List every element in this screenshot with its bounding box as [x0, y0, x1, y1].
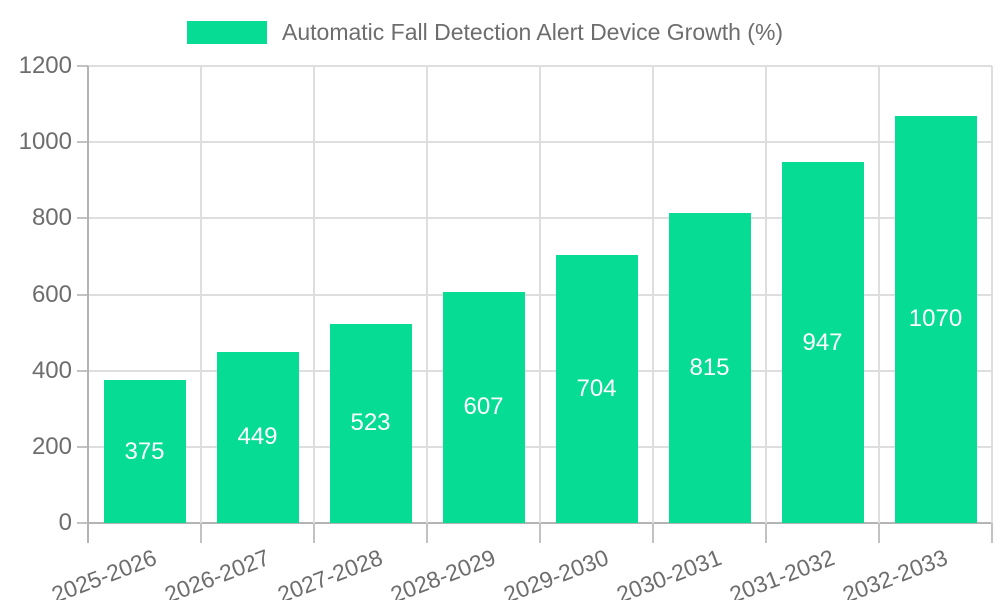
bar: 375: [103, 380, 186, 523]
gridline-vertical: [765, 66, 767, 523]
bar-value-label: 607: [463, 393, 504, 421]
x-axis-tick: [765, 523, 767, 543]
x-axis-tick: [652, 523, 654, 543]
y-axis-tick-label: 200: [31, 432, 72, 460]
gridline-vertical: [313, 66, 315, 523]
x-axis-tick: [991, 523, 993, 543]
y-axis-tick-label: 1200: [18, 52, 72, 79]
x-axis-tick-label: 2026-2027: [160, 544, 273, 600]
x-axis-tick-label: 2025-2026: [47, 544, 160, 600]
y-axis-line: [87, 66, 89, 543]
legend-label: Automatic Fall Detection Alert Device Gr…: [282, 19, 784, 45]
x-axis-tick-label: 2028-2029: [386, 544, 499, 600]
y-axis-tick: [77, 65, 88, 67]
bar: 607: [442, 291, 525, 523]
y-axis-tick-label: 1000: [18, 128, 72, 156]
x-axis-tick-label: 2031-2032: [725, 544, 838, 600]
y-axis-tick: [77, 293, 88, 296]
x-axis-tick-label: 2029-2030: [499, 544, 612, 600]
gridline-vertical: [426, 66, 428, 523]
x-axis-tick: [313, 523, 315, 543]
bar-value-label: 1070: [908, 305, 963, 333]
legend-swatch: [187, 21, 267, 44]
y-axis-tick: [77, 522, 88, 524]
x-axis-tick: [539, 523, 541, 543]
y-axis-tick-label: 800: [31, 204, 72, 232]
y-axis-tick: [77, 369, 88, 372]
legend[interactable]: Automatic Fall Detection Alert Device Gr…: [187, 19, 783, 46]
bar-value-label: 947: [802, 328, 843, 356]
y-axis-tick-label: 0: [58, 509, 72, 536]
gridline-vertical: [991, 66, 993, 523]
gridline-vertical: [200, 66, 202, 523]
bar: 704: [555, 254, 638, 523]
bar: 449: [216, 352, 299, 523]
bar-value-label: 449: [237, 423, 278, 451]
y-axis-tick: [77, 141, 88, 144]
x-axis-tick: [426, 523, 428, 543]
bar: 523: [329, 323, 412, 523]
x-axis-tick: [200, 523, 202, 543]
bar-value-label: 375: [124, 437, 165, 465]
gridline-vertical: [878, 66, 880, 523]
y-axis-tick: [77, 445, 88, 448]
bar: 1070: [894, 115, 977, 523]
bar-value-label: 704: [576, 374, 617, 402]
gridline-vertical: [539, 66, 541, 523]
bar: 815: [668, 212, 751, 523]
x-axis-tick: [878, 523, 880, 543]
gridline-vertical: [652, 66, 654, 523]
y-axis-tick: [77, 217, 88, 220]
bar-value-label: 523: [350, 409, 391, 437]
bar-value-label: 815: [689, 353, 730, 381]
bar: 947: [781, 162, 864, 523]
x-axis-tick-label: 2030-2031: [612, 544, 725, 600]
x-axis-tick-label: 2032-2033: [838, 544, 951, 600]
y-axis-tick-label: 600: [31, 280, 72, 308]
y-axis-tick-label: 400: [31, 356, 72, 384]
x-axis-tick-label: 2027-2028: [273, 544, 386, 600]
